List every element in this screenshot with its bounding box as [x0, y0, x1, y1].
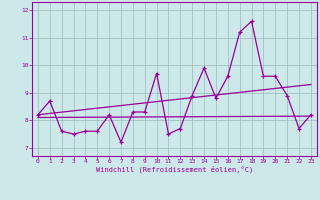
X-axis label: Windchill (Refroidissement éolien,°C): Windchill (Refroidissement éolien,°C) [96, 166, 253, 173]
